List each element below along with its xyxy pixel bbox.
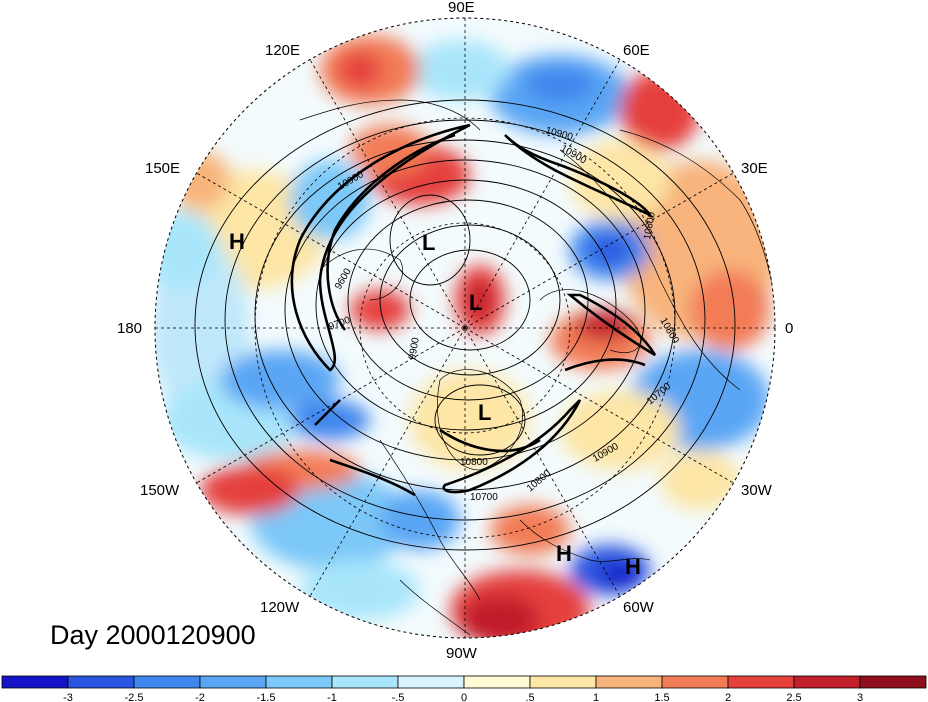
longitude-label: 120W bbox=[260, 599, 300, 616]
pressure-systems: H L L L H H bbox=[229, 229, 641, 579]
contour-label: 9900 bbox=[407, 336, 422, 360]
longitude-label: 90E bbox=[448, 0, 475, 16]
low-pressure-marker: L bbox=[478, 400, 491, 425]
colorbar-tick-label: -1.5 bbox=[257, 692, 276, 702]
colorbar-tick-label: -.5 bbox=[392, 692, 405, 702]
colorbar-swatch bbox=[397, 675, 465, 689]
high-pressure-marker: H bbox=[625, 554, 641, 579]
longitude-label: 90W bbox=[446, 645, 478, 662]
colorbar-tick-label: 2.5 bbox=[786, 692, 801, 702]
colorbar-swatch bbox=[199, 675, 267, 689]
longitude-label: 120E bbox=[265, 42, 300, 59]
colorbar-tick-label: 0 bbox=[461, 692, 467, 702]
contour-label: 10800 bbox=[460, 457, 488, 468]
contour-label: 10700 bbox=[470, 492, 498, 503]
longitude-label: 30W bbox=[741, 482, 773, 499]
contour-label: 10800 bbox=[642, 211, 658, 241]
longitude-label: 180 bbox=[117, 320, 142, 337]
colorbar-swatch bbox=[133, 675, 201, 689]
coastlines bbox=[299, 99, 775, 636]
colorbar-tick-label: -3 bbox=[63, 692, 73, 702]
colorbar-tick-label: 1.5 bbox=[654, 692, 669, 702]
date-title: Day 2000120900 bbox=[50, 620, 256, 650]
colorbar-tick-label: -2 bbox=[195, 692, 205, 702]
low-pressure-marker: L bbox=[422, 230, 435, 255]
colorbar-swatch bbox=[463, 675, 531, 689]
low-pressure-marker: L bbox=[469, 290, 482, 315]
colorbar-tick-label: 1 bbox=[593, 692, 599, 702]
map-boundary bbox=[154, 17, 776, 639]
colorbar-swatch bbox=[67, 675, 135, 689]
colorbar: -3 -2.5 -2 -1.5 -1 -.5 0 .5 1 1.5 2 2.5 3 bbox=[1, 675, 927, 702]
longitude-label: 150E bbox=[145, 160, 180, 177]
high-pressure-marker: H bbox=[556, 541, 572, 566]
jet-isotachs bbox=[290, 123, 657, 497]
longitude-label: 60W bbox=[623, 599, 655, 616]
longitude-label: 60E bbox=[623, 42, 650, 59]
colorbar-tick-label: -1 bbox=[327, 692, 337, 702]
colorbar-swatch bbox=[727, 675, 795, 689]
longitude-label: 30E bbox=[741, 160, 768, 177]
colorbar-swatches bbox=[1, 675, 927, 689]
polar-stereographic-map: 10900 10900 10800 10800 10700 10900 1080… bbox=[117, 0, 793, 662]
colorbar-swatch bbox=[331, 675, 399, 689]
colorbar-swatch bbox=[859, 675, 927, 689]
longitude-labels: 90E 60E 30E 0 30W 60W 90W 120W 150W 180 … bbox=[117, 0, 793, 662]
longitude-label: 150W bbox=[140, 482, 180, 499]
colorbar-swatch bbox=[661, 675, 729, 689]
colorbar-ticks: -3 -2.5 -2 -1.5 -1 -.5 0 .5 1 1.5 2 2.5 3 bbox=[63, 692, 863, 702]
high-pressure-marker: H bbox=[229, 229, 245, 254]
colorbar-swatch bbox=[529, 675, 597, 689]
graticule bbox=[155, 18, 775, 638]
colorbar-swatch bbox=[265, 675, 333, 689]
longitude-label: 0 bbox=[785, 320, 793, 337]
colorbar-tick-label: -2.5 bbox=[125, 692, 144, 702]
colorbar-tick-label: 2 bbox=[725, 692, 731, 702]
anomaly-shading bbox=[155, 18, 775, 638]
colorbar-tick-label: 3 bbox=[857, 692, 863, 702]
colorbar-swatch bbox=[793, 675, 861, 689]
colorbar-tick-label: .5 bbox=[525, 692, 534, 702]
colorbar-swatch bbox=[595, 675, 663, 689]
colorbar-swatch bbox=[1, 675, 69, 689]
